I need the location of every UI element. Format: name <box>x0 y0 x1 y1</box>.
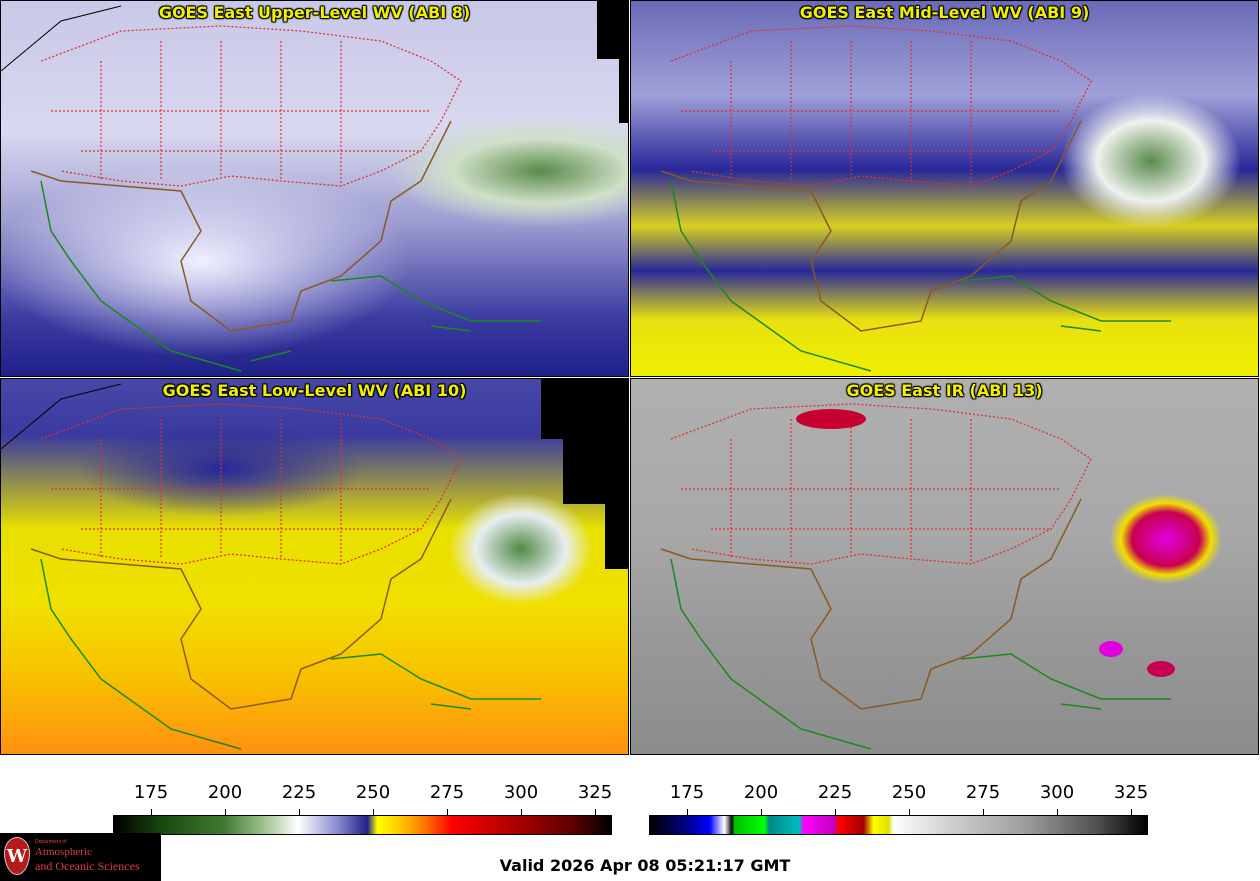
tick-label: 275 <box>429 782 465 803</box>
tick-label: 200 <box>207 782 243 803</box>
tick-label: 225 <box>281 782 317 803</box>
tick-label: 225 <box>817 782 853 803</box>
map-overlay <box>660 25 1171 372</box>
tick-label: 275 <box>965 782 1001 803</box>
panel-title: GOES East IR (ABI 13) <box>846 381 1043 400</box>
map-overlay <box>660 403 1175 750</box>
no-data-region <box>563 439 628 504</box>
tick-label: 250 <box>355 782 391 803</box>
aos-logo: W Department of Atmospheric and Oceanic … <box>0 833 161 881</box>
no-data-region <box>619 59 628 123</box>
map-overlay <box>1 383 541 750</box>
panel-title: GOES East Low-Level WV (ABI 10) <box>162 381 467 400</box>
tick-label: 250 <box>891 782 927 803</box>
color-ramp <box>113 815 612 835</box>
map-overlay <box>1 5 541 372</box>
tick-label: 175 <box>133 782 169 803</box>
color-ramp <box>649 815 1148 835</box>
tick-label: 200 <box>743 782 779 803</box>
tick-label: 325 <box>1113 782 1149 803</box>
tick-label: 175 <box>669 782 705 803</box>
uw-seal-icon: W <box>4 837 30 875</box>
tick-label: 300 <box>503 782 539 803</box>
panel-infrared: GOES East IR (ABI 13) <box>630 378 1259 755</box>
no-data-region <box>541 379 628 439</box>
tick-label: 325 <box>577 782 613 803</box>
panel-title: GOES East Mid-Level WV (ABI 9) <box>799 3 1090 22</box>
panel-title: GOES East Upper-Level WV (ABI 8) <box>158 3 471 22</box>
logo-dept: Department of <box>35 839 67 845</box>
panel-mid-level-wv: GOES East Mid-Level WV (ABI 9) <box>630 0 1259 377</box>
valid-time: Valid 2026 Apr 08 05:21:17 GMT <box>499 856 791 875</box>
panel-upper-level-wv: GOES East Upper-Level WV (ABI 8) <box>0 0 629 377</box>
tick-label: 300 <box>1039 782 1075 803</box>
no-data-region <box>597 1 628 59</box>
logo-line1: Atmospheric <box>35 846 92 858</box>
no-data-region <box>605 504 628 569</box>
panel-low-level-wv: GOES East Low-Level WV (ABI 10) <box>0 378 629 755</box>
logo-line2: and Oceanic Sciences <box>35 859 140 873</box>
